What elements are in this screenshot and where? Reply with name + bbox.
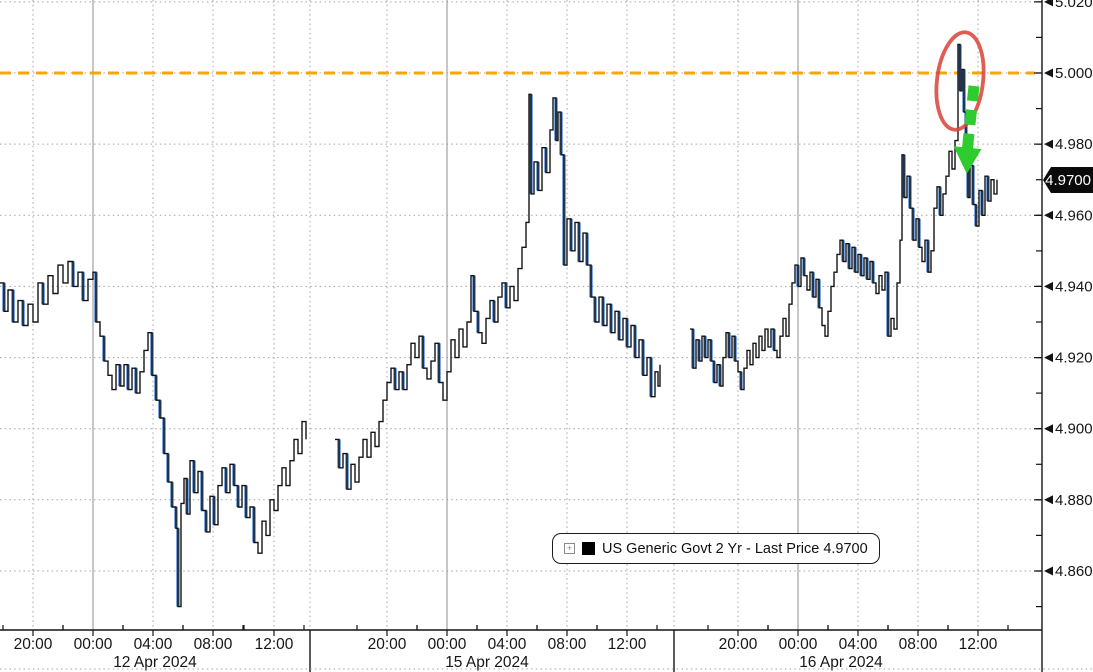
legend-label: US Generic Govt 2 Yr - Last Price 4.9700 [602, 540, 868, 557]
x-tick-label: 20:00 [719, 636, 758, 653]
y-tick-arrow-icon [1044, 210, 1053, 220]
x-tick-label: 04:00 [839, 636, 878, 653]
price-series-path [0, 260, 307, 608]
x-tick-label: 00:00 [428, 636, 467, 653]
price-series-path [690, 43, 998, 391]
y-tick-arrow-icon [1044, 424, 1053, 434]
x-date-label: 15 Apr 2024 [445, 654, 529, 671]
last-price-tag[interactable]: 4.9700 [1043, 167, 1093, 193]
down-arrow-head [953, 146, 982, 174]
y-tick-label: 5.0200 [1055, 0, 1093, 11]
x-tick-label: 20:00 [14, 636, 53, 653]
x-tick-label: 12:00 [959, 636, 998, 653]
x-tick-label: 00:00 [74, 636, 113, 653]
y-tick-arrow-icon [1044, 566, 1053, 576]
x-tick-label: 00:00 [779, 636, 818, 653]
highlight-circle-icon [934, 30, 986, 132]
last-price-value: 4.9700 [1045, 171, 1091, 189]
x-tick-label: 04:00 [488, 636, 527, 653]
x-tick-label: 08:00 [194, 636, 233, 653]
down-arrow-icon [953, 85, 982, 174]
x-tick-label: 12:00 [608, 636, 647, 653]
x-tick-label: 04:00 [134, 636, 173, 653]
x-tick-label: 08:00 [899, 636, 938, 653]
x-date-label: 12 Apr 2024 [113, 654, 197, 671]
x-tick-label: 20:00 [368, 636, 407, 653]
y-tick-label: 4.9400 [1055, 278, 1093, 295]
y-tick-arrow-icon [1044, 281, 1053, 291]
y-tick-label: 4.8800 [1055, 492, 1093, 509]
y-tick-label: 4.9200 [1055, 350, 1093, 367]
down-arrow-shaft [961, 85, 980, 151]
y-tick-label: 4.8600 [1055, 563, 1093, 580]
y-tick-arrow-icon [1044, 68, 1053, 78]
x-tick-label: 08:00 [548, 636, 587, 653]
y-tick-label: 4.9800 [1055, 136, 1093, 153]
x-tick-label: 12:00 [255, 636, 294, 653]
y-tick-label: 4.9000 [1055, 421, 1093, 438]
y-tick-label: 4.9600 [1055, 207, 1093, 224]
y-tick-arrow-icon [1044, 495, 1053, 505]
y-tick-arrow-icon [1044, 139, 1053, 149]
price-series-path [335, 93, 661, 490]
y-tick-arrow-icon [1044, 0, 1053, 7]
legend[interactable]: + US Generic Govt 2 Yr - Last Price 4.97… [552, 533, 880, 564]
expand-icon[interactable]: + [564, 543, 575, 554]
series-swatch-icon [582, 542, 595, 555]
y-tick-arrow-icon [1044, 353, 1053, 363]
x-date-label: 16 Apr 2024 [799, 654, 883, 671]
